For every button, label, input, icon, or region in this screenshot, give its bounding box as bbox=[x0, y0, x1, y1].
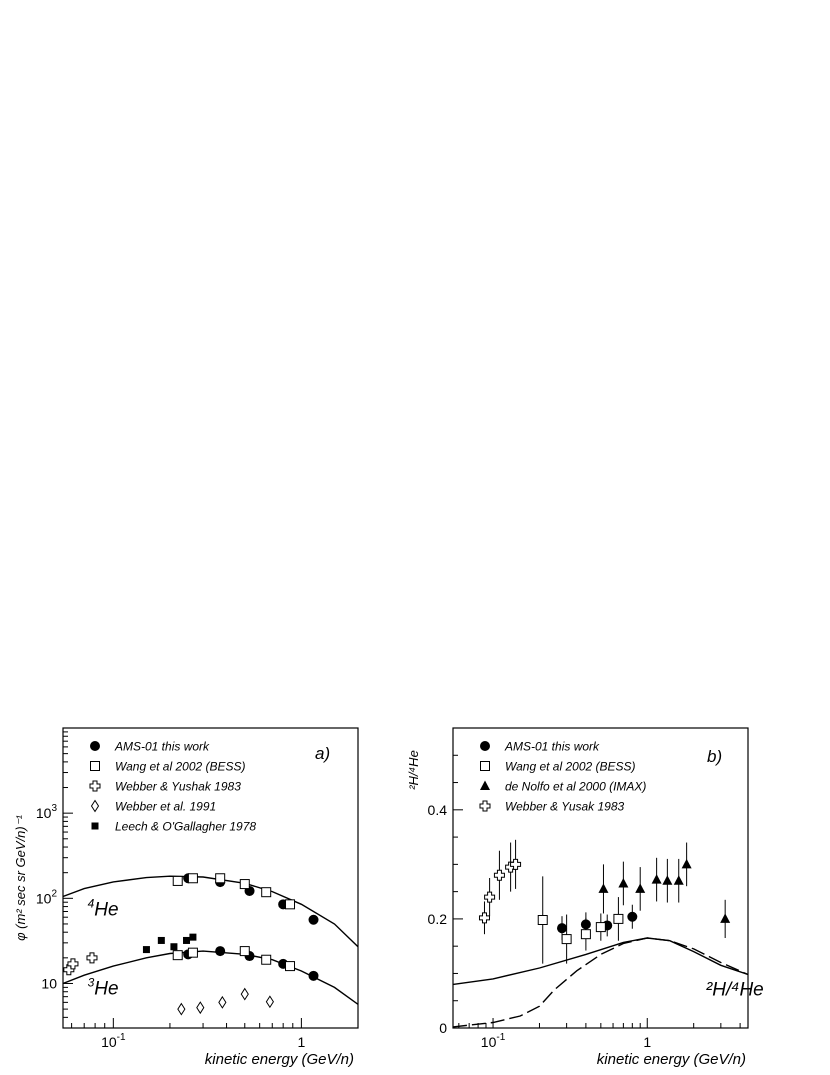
data-point bbox=[67, 958, 79, 970]
y-tick-label: 102 bbox=[36, 888, 58, 906]
data-point bbox=[484, 891, 496, 903]
panel-a-ylabel: φ (m² sec sr GeV/n)⁻¹ bbox=[13, 814, 28, 941]
data-point bbox=[720, 913, 731, 923]
curve-annotation: ²H/⁴He bbox=[706, 979, 764, 1000]
y-tick-label: 10 bbox=[41, 975, 57, 991]
data-point bbox=[285, 899, 296, 910]
data-point bbox=[285, 961, 296, 972]
data-point bbox=[308, 970, 319, 981]
legend-entry: Wang et al 2002 (BESS) bbox=[505, 760, 636, 774]
panel-a-xlabel: kinetic energy (GeV/n) bbox=[205, 1051, 354, 1068]
legend-marker bbox=[90, 741, 100, 751]
model-curve bbox=[63, 875, 358, 948]
legend-marker bbox=[90, 799, 100, 813]
x-tick-label: 10-1 bbox=[101, 1032, 126, 1050]
curve-annotation: 4He bbox=[88, 896, 119, 920]
data-point bbox=[537, 915, 548, 925]
panel-b-points bbox=[478, 839, 731, 964]
data-point bbox=[177, 1002, 186, 1016]
legend-entry: AMS-01 this work bbox=[114, 740, 210, 754]
data-point bbox=[187, 873, 198, 884]
panel-a-annotations: 4He 3He bbox=[88, 896, 119, 999]
data-point bbox=[618, 877, 629, 888]
panel-a-helium-flux: a) φ (m² sec sr GeV/n)⁻¹ kinetic energy … bbox=[13, 727, 359, 1068]
data-point bbox=[261, 954, 272, 965]
model-curve bbox=[453, 937, 748, 986]
data-point bbox=[662, 875, 673, 885]
legend-marker bbox=[480, 780, 490, 790]
data-point bbox=[218, 995, 227, 1009]
data-point bbox=[598, 883, 609, 893]
data-point bbox=[187, 947, 198, 958]
data-point bbox=[215, 873, 226, 884]
model-curve bbox=[453, 937, 748, 1028]
data-point bbox=[261, 887, 272, 898]
data-point bbox=[189, 933, 197, 941]
data-point bbox=[493, 869, 505, 881]
panel-b-ylabel: ²H/⁴He bbox=[406, 750, 421, 790]
legend-marker bbox=[480, 761, 490, 771]
legend-entry: de Nolfo et al 2000 (IMAX) bbox=[505, 780, 646, 794]
panel-b-curves bbox=[453, 937, 748, 1028]
data-point bbox=[681, 858, 692, 869]
data-point bbox=[142, 946, 150, 954]
panel-b-legend: AMS-01 this work Wang et al 2002 (BESS) de… bbox=[479, 740, 646, 814]
legend-marker bbox=[480, 741, 490, 751]
data-point bbox=[183, 936, 191, 944]
data-point bbox=[196, 1001, 205, 1015]
data-point bbox=[239, 946, 250, 957]
data-point bbox=[157, 936, 165, 944]
legend-marker bbox=[91, 822, 99, 830]
y-tick-label: 0.2 bbox=[428, 911, 448, 927]
y-tick-label: 103 bbox=[36, 803, 58, 821]
x-tick-label: 1 bbox=[297, 1034, 305, 1050]
data-point bbox=[478, 912, 490, 924]
data-point bbox=[172, 875, 183, 886]
data-point bbox=[239, 879, 250, 890]
data-point bbox=[651, 874, 662, 884]
data-point bbox=[215, 946, 226, 957]
panel-a-points bbox=[63, 873, 319, 1016]
y-tick-label: 0.4 bbox=[428, 802, 448, 818]
legend-entry: AMS-01 this work bbox=[504, 740, 600, 754]
data-point bbox=[240, 987, 249, 1001]
data-point bbox=[635, 883, 646, 893]
data-point bbox=[561, 934, 572, 945]
panel-a-axes: 10-1 1 10 102 103 bbox=[36, 727, 359, 1050]
data-point bbox=[510, 858, 522, 870]
curve-annotation: 3He bbox=[88, 976, 119, 1000]
x-tick-label: 1 bbox=[643, 1034, 651, 1050]
legend-entry: Leech & O'Gallagher 1978 bbox=[115, 820, 256, 834]
data-point bbox=[86, 952, 98, 964]
legend-marker bbox=[89, 780, 101, 792]
panel-b-label: b) bbox=[707, 747, 722, 766]
x-tick-label: 10-1 bbox=[481, 1032, 506, 1050]
legend-entry: Webber et al. 1991 bbox=[115, 800, 216, 814]
data-point bbox=[673, 875, 684, 885]
panel-b-xlabel: kinetic energy (GeV/n) bbox=[597, 1051, 746, 1068]
panel-a-frame bbox=[62, 727, 359, 1029]
data-point bbox=[172, 950, 183, 961]
panel-a-label: a) bbox=[315, 744, 330, 763]
legend-marker bbox=[90, 761, 100, 771]
data-point bbox=[170, 943, 178, 951]
data-point bbox=[613, 913, 624, 924]
panel-a-legend: AMS-01 this work Wang et al 2002 (BESS) We… bbox=[89, 740, 256, 834]
panel-b-deuterium-ratio: b) ²H/⁴He kinetic energy (GeV/n) 10-1 1 0 0… bbox=[406, 727, 764, 1068]
legend-entry: Webber & Yushak 1983 bbox=[115, 780, 241, 794]
legend-entry: Webber & Yusak 1983 bbox=[505, 800, 625, 814]
data-point bbox=[580, 929, 591, 940]
data-point bbox=[557, 923, 568, 934]
y-tick-label: 0 bbox=[439, 1020, 447, 1036]
panel-b-axes: 10-1 1 0 0.2 0.4 bbox=[428, 727, 741, 1050]
data-point bbox=[265, 995, 274, 1009]
legend-entry: Wang et al 2002 (BESS) bbox=[115, 760, 246, 774]
legend-marker bbox=[479, 800, 491, 812]
data-point bbox=[627, 911, 638, 922]
data-point bbox=[308, 914, 319, 925]
data-point bbox=[595, 922, 606, 933]
panel-b-annotations: ²H/⁴He bbox=[706, 979, 764, 1000]
